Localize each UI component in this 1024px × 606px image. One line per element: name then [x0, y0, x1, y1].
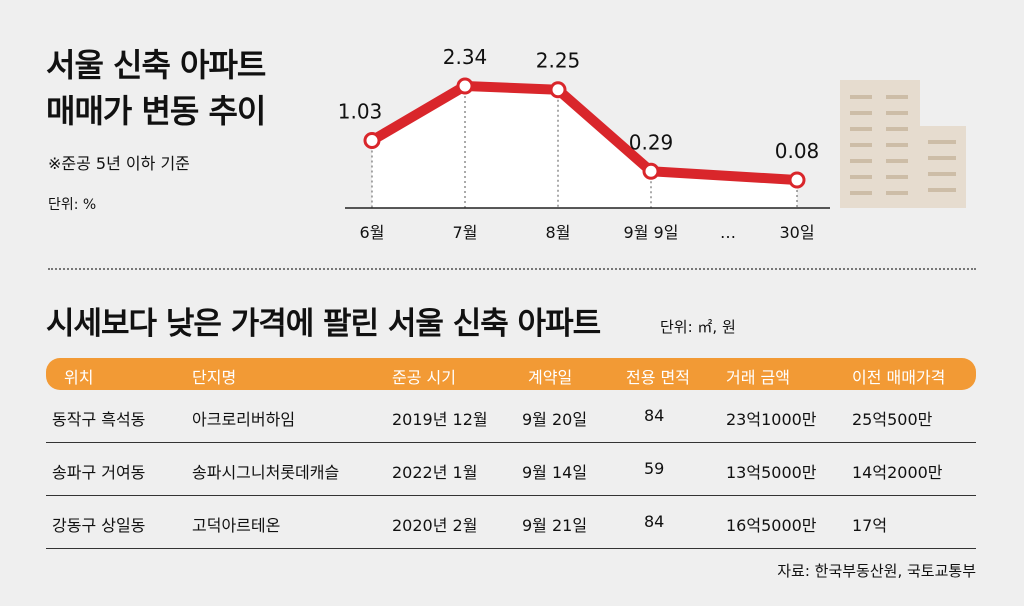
table-row: 동작구 흑석동 아크로리버하임 2019년 12월 9월 20일 84 23억1… — [46, 390, 976, 443]
cell-previous-price: 14억2000만 — [852, 463, 943, 482]
table-row: 강동구 상일동 고덕아르테온 2020년 2월 9월 21일 84 16억500… — [46, 496, 976, 549]
cell-location: 강동구 상일동 — [52, 516, 146, 535]
header-previous-price: 이전 매매가격 — [852, 368, 946, 387]
cell-complex: 고덕아르테온 — [192, 516, 281, 535]
chart-title-line-1: 서울 신축 아파트 — [46, 46, 266, 84]
header-contract-date: 계약일 — [528, 368, 573, 387]
cell-contract-date: 9월 21일 — [522, 516, 588, 535]
data-label: 1.03 — [338, 99, 383, 123]
data-label: 2.25 — [536, 49, 581, 73]
table-unit: 단위: ㎡, 원 — [660, 318, 736, 336]
cell-complex: 아크로리버하임 — [192, 410, 296, 429]
cell-price: 23억1000만 — [726, 410, 817, 429]
cell-location: 송파구 거여동 — [52, 463, 146, 482]
chart-unit: 단위: % — [48, 197, 97, 213]
section-divider — [48, 268, 976, 270]
data-point — [788, 171, 806, 189]
x-tick-label: 30일 — [779, 223, 814, 242]
cell-contract-date: 9월 20일 — [522, 410, 588, 429]
data-point — [363, 131, 381, 149]
cell-completion: 2019년 12월 — [392, 410, 488, 429]
cell-area: 84 — [644, 512, 665, 531]
data-label: 2.34 — [443, 45, 488, 69]
cell-completion: 2022년 1월 — [392, 463, 478, 482]
data-point — [549, 81, 567, 99]
cell-previous-price: 25억500만 — [852, 410, 933, 429]
cell-area: 59 — [644, 459, 665, 478]
data-label: 0.08 — [775, 139, 820, 163]
cell-contract-date: 9월 14일 — [522, 463, 588, 482]
header-complex: 단지명 — [192, 368, 237, 387]
header-completion: 준공 시기 — [392, 368, 456, 387]
x-tick-label: … — [720, 223, 736, 242]
chart-title-line-2: 매매가 변동 추이 — [46, 92, 266, 130]
table-row: 송파구 거여동 송파시그니처롯데캐슬 2022년 1월 9월 14일 59 13… — [46, 443, 976, 496]
cell-complex: 송파시그니처롯데캐슬 — [192, 463, 340, 482]
data-point — [642, 162, 660, 180]
cell-previous-price: 17억 — [852, 516, 888, 535]
chart-note: ※준공 5년 이하 기준 — [48, 154, 190, 173]
data-label: 0.29 — [629, 130, 674, 154]
x-tick-label: 7월 — [453, 223, 478, 242]
line-chart: 1.03 2.34 2.25 0.29 0.08 6월 7월 8월 9월 9일 … 30일 — [338, 45, 966, 242]
source-note: 자료: 한국부동산원, 국토교통부 — [777, 562, 976, 580]
cell-completion: 2020년 2월 — [392, 516, 478, 535]
cell-area: 84 — [644, 406, 665, 425]
header-location: 위치 — [64, 368, 94, 387]
cell-location: 동작구 흑석동 — [52, 410, 146, 429]
cell-price: 13억5000만 — [726, 463, 817, 482]
header-price: 거래 금액 — [726, 368, 790, 387]
table-title: 시세보다 낮은 가격에 팔린 서울 신축 아파트 — [46, 306, 601, 342]
x-tick-label: 6월 — [360, 223, 385, 242]
header-area: 전용 면적 — [626, 368, 690, 387]
table-header: 위치 단지명 준공 시기 계약일 전용 면적 거래 금액 이전 매매가격 — [46, 358, 976, 390]
x-tick-label: 8월 — [546, 223, 571, 242]
x-tick-label: 9월 9일 — [624, 223, 679, 242]
data-point — [456, 77, 474, 95]
cell-price: 16억5000만 — [726, 516, 817, 535]
building-icon — [840, 80, 966, 208]
